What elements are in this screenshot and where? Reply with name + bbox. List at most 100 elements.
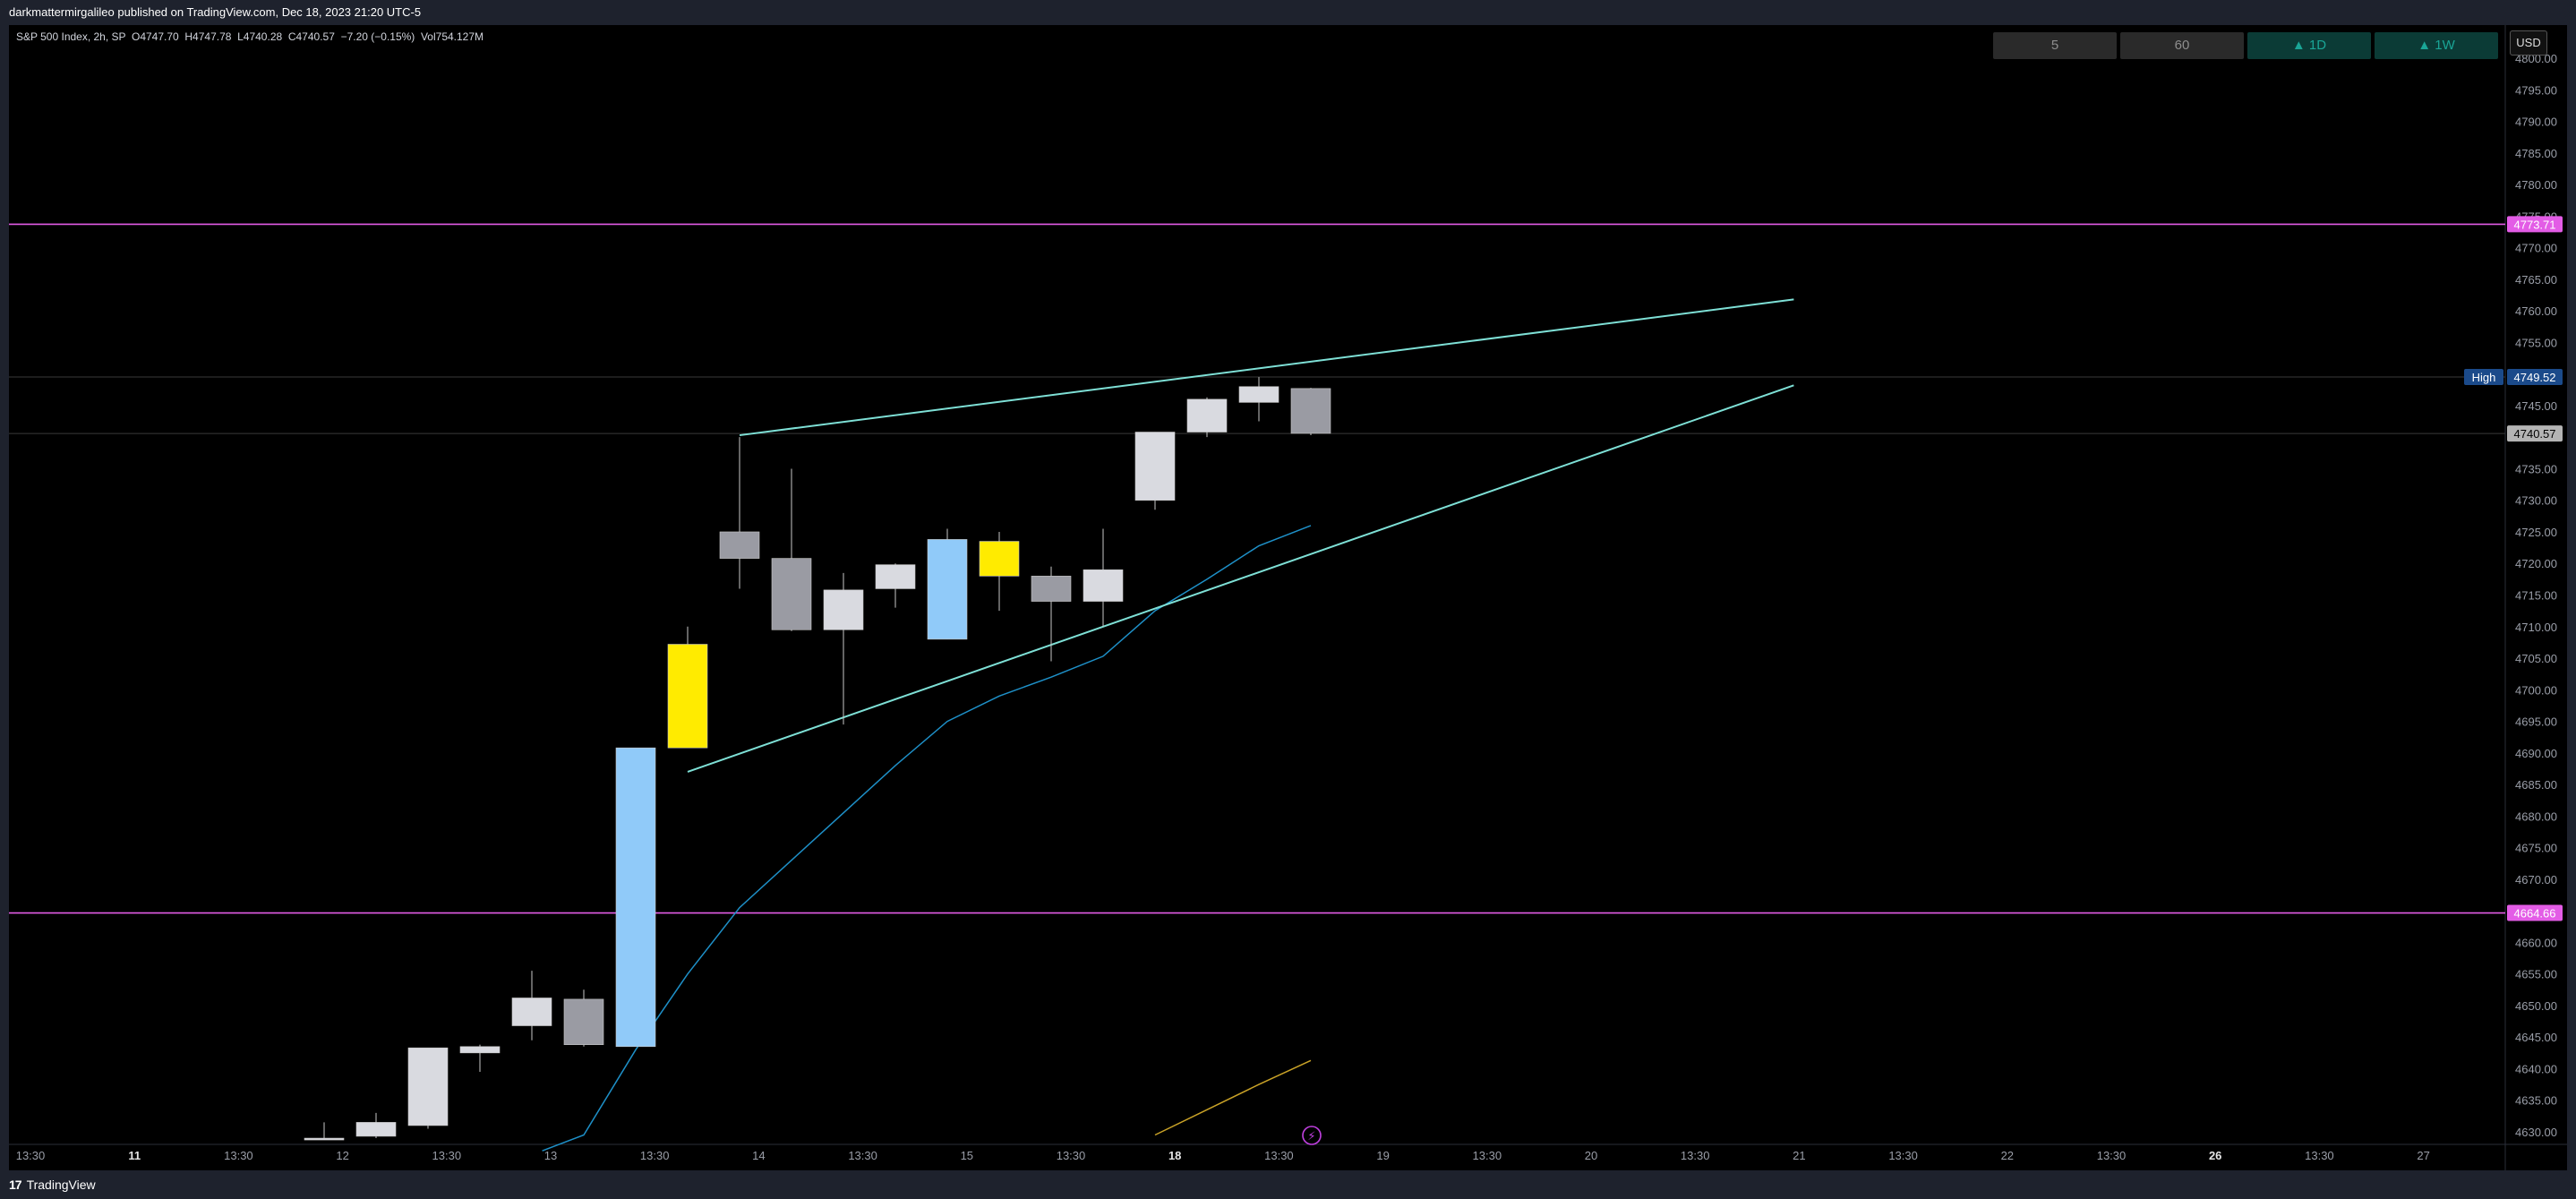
x-tick-label: 13:30 [1888,1149,1918,1162]
price-marker-label-bg [2507,369,2563,386]
trendline-lower [687,384,1794,773]
y-tick-label: 4635.00 [2515,1094,2557,1108]
x-tick-label: 12 [336,1149,348,1162]
y-tick-label: 4790.00 [2515,116,2557,129]
legend-volume: Vol754.127M [420,30,484,43]
x-tick-label: 13:30 [2305,1149,2334,1162]
timeframe-button-60[interactable]: 60 [2120,32,2244,59]
y-tick-label: 4745.00 [2515,399,2557,413]
x-tick-label: 13:30 [16,1149,46,1162]
level-price-label: 4664.66 [2514,907,2556,921]
volume-overlay-line [1154,1059,1312,1136]
x-tick-label: 11 [128,1149,141,1162]
candle-body [667,644,708,749]
candle-body [459,1046,501,1054]
candle-body [615,747,656,1048]
timeframe-button-1d[interactable]: ▲ 1D [2247,32,2371,59]
y-tick-label: 4705.00 [2515,652,2557,665]
y-tick-label: 4770.00 [2515,242,2557,255]
candle-body [1031,576,1072,602]
y-tick-label: 4720.00 [2515,557,2557,570]
chart-frame[interactable]: 4800.004795.004790.004785.004780.004775.… [9,25,2567,1170]
y-tick-label: 4710.00 [2515,621,2557,634]
candle-body [1290,388,1331,434]
price-marker-label-bg [2507,425,2563,442]
moving-average-line [542,525,1312,1152]
y-tick-label: 4780.00 [2515,178,2557,192]
y-tick-label: 4755.00 [2515,336,2557,349]
x-tick-label: 14 [752,1149,765,1162]
legend-symbol: S&P 500 Index, 2h, SP [16,30,126,43]
y-tick-label: 4760.00 [2515,304,2557,318]
candle-body [304,1137,345,1141]
x-tick-label: 13:30 [2097,1149,2127,1162]
candle-body [407,1047,449,1126]
candle-body [875,564,916,589]
y-tick-label: 4675.00 [2515,842,2557,855]
y-tick-label: 4730.00 [2515,494,2557,508]
trendline-upper [739,298,1794,437]
chart-background [9,25,2567,1170]
lightning-event-icon [1302,1126,1322,1145]
y-tick-label: 4655.00 [2515,968,2557,981]
x-tick-label: 13:30 [224,1149,253,1162]
candle-body [1083,569,1124,602]
footer-bar: 17 TradingView [0,1170,2576,1199]
tradingview-logo[interactable]: 17 TradingView [9,1170,96,1199]
x-tick-label: 13:30 [640,1149,670,1162]
high-tag-bg [2464,369,2503,386]
x-tick-label: 21 [1793,1149,1805,1162]
candle-body [563,998,604,1045]
y-tick-label: 4630.00 [2515,1126,2557,1139]
y-tick-label: 4685.00 [2515,778,2557,792]
y-tick-label: 4650.00 [2515,999,2557,1013]
tradingview-logo-icon: 17 [9,1178,22,1192]
y-tick-label: 4785.00 [2515,147,2557,160]
candle-body [927,539,968,640]
x-tick-label: 13:30 [1057,1149,1086,1162]
y-tick-label: 4645.00 [2515,1031,2557,1044]
tradingview-logo-name: TradingView [26,1178,96,1192]
timeframe-button-1w[interactable]: ▲ 1W [2375,32,2498,59]
symbol-legend: S&P 500 Index, 2h, SP O4747.70 H4747.78 … [16,30,484,43]
y-tick-label: 4640.00 [2515,1062,2557,1075]
level-price-label-bg [2507,904,2563,921]
currency-selector[interactable]: USD [2510,30,2547,56]
candle-body [1186,398,1228,432]
y-tick-label: 4735.00 [2515,462,2557,475]
level-price-label: 4773.71 [2514,218,2556,231]
x-tick-label: 15 [961,1149,973,1162]
candle-body [1134,432,1176,501]
y-tick-label: 4690.00 [2515,747,2557,760]
x-tick-label: 18 [1168,1149,1181,1162]
candle-body [1238,386,1279,403]
y-tick-label: 4670.00 [2515,873,2557,886]
x-tick-label: 27 [2417,1149,2429,1162]
x-tick-label: 19 [1376,1149,1389,1162]
x-tick-label: 22 [2001,1149,2014,1162]
price-marker-label: 4740.57 [2514,427,2556,441]
x-tick-label: 13 [544,1149,557,1162]
candle-body [511,998,552,1026]
y-tick-label: 4795.00 [2515,83,2557,97]
x-tick-label: 13:30 [1264,1149,1294,1162]
y-tick-label: 4765.00 [2515,273,2557,287]
lightning-event-glyph: ⚡ [1307,1130,1315,1143]
candle-body [823,589,864,630]
y-tick-label: 4660.00 [2515,936,2557,949]
candle-body [979,541,1020,577]
candle-body [771,558,812,630]
y-tick-label: 4715.00 [2515,589,2557,603]
legend-low: L4740.28 [237,30,283,43]
price-chart[interactable]: 4800.004795.004790.004785.004780.004775.… [9,25,2567,1170]
candle-body [355,1122,397,1137]
legend-close: C4740.57 [287,30,335,43]
level-price-label-bg [2507,216,2563,233]
legend-high: H4747.78 [184,30,232,43]
legend-change: −7.20 (−0.15%) [340,30,415,43]
timeframe-button-5[interactable]: 5 [1993,32,2117,59]
legend-open: O4747.70 [132,30,179,43]
y-tick-label: 4695.00 [2515,715,2557,729]
publisher-attribution: darkmattermirgalileo published on Tradin… [9,5,422,19]
high-tag-label: High [2472,371,2496,384]
